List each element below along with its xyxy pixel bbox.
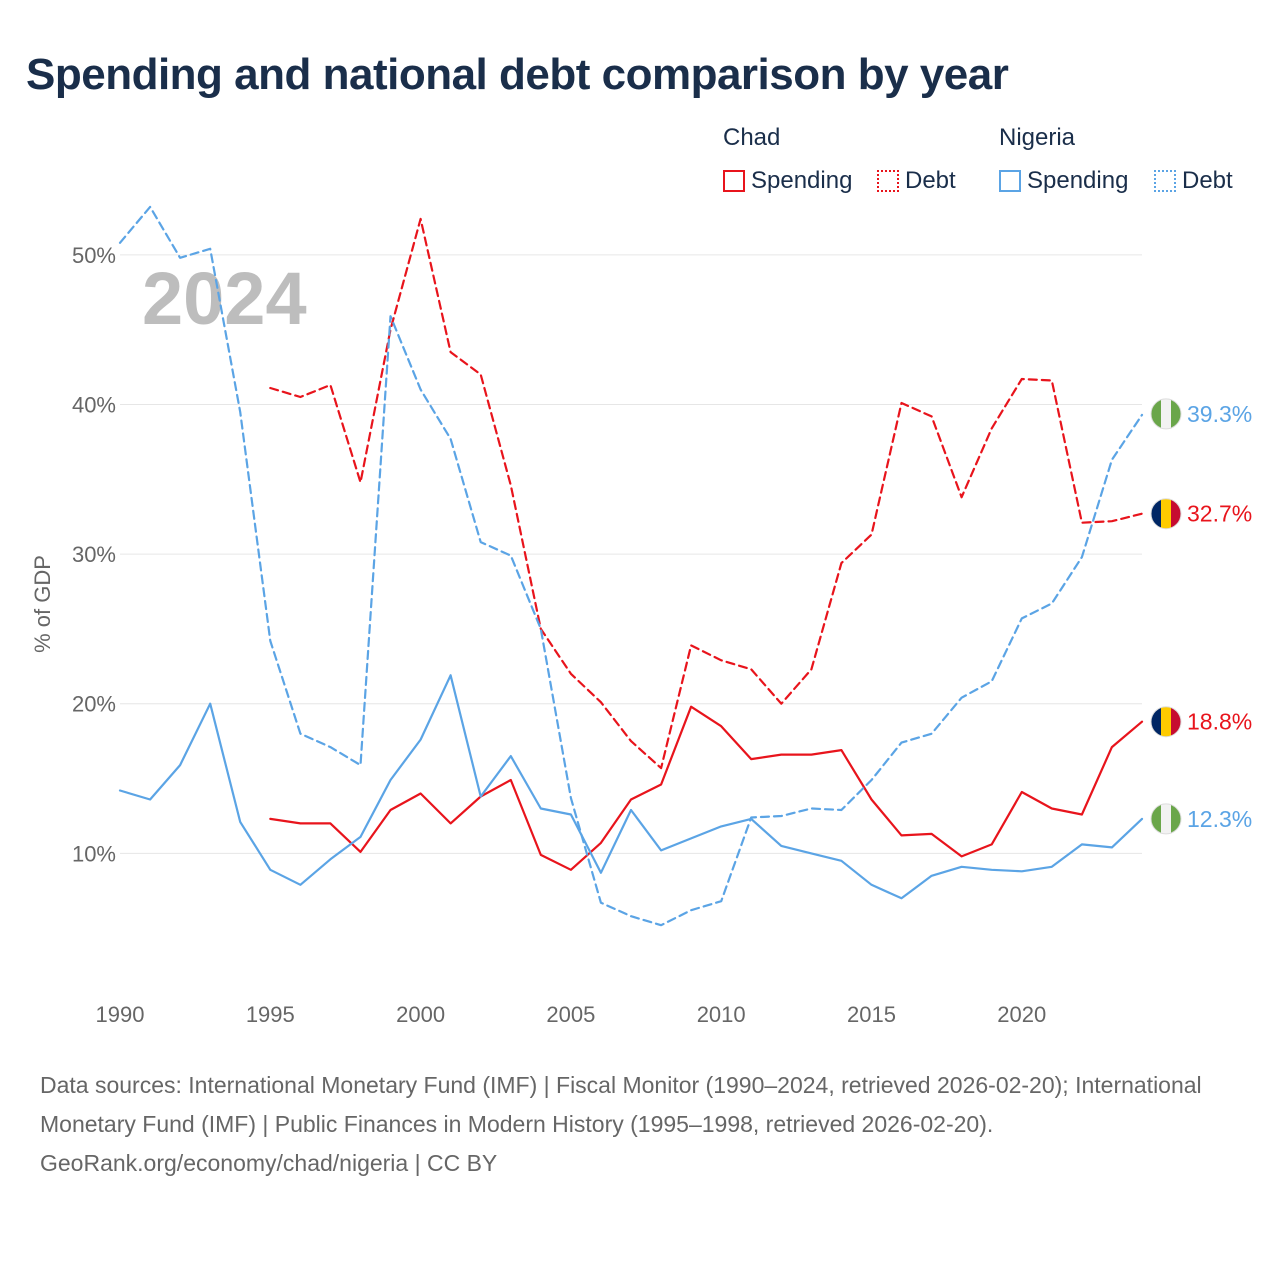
y-tick-label: 20%	[72, 692, 116, 717]
legend-swatch-solid-icon	[723, 170, 745, 192]
nigeria-flag-icon	[1150, 803, 1182, 835]
end-value-label: 32.7%	[1187, 501, 1252, 527]
y-tick-label: 10%	[72, 841, 116, 866]
legend-label: Spending	[1027, 167, 1129, 194]
x-tick-label: 2000	[396, 1002, 445, 1027]
legend-swatch-dotted-icon	[1154, 170, 1176, 192]
y-axis-label: % of GDP	[30, 555, 55, 653]
x-tick-label: 2005	[546, 1002, 595, 1027]
legend-label: Spending	[751, 167, 853, 194]
legend-swatch-solid-icon	[999, 170, 1021, 192]
chart-title: Spending and national debt comparison by…	[26, 50, 1009, 99]
chad-flag-icon	[1150, 498, 1182, 530]
y-tick-label: 40%	[72, 392, 116, 417]
legend-item-nigeria-debt[interactable]: Debt	[1154, 165, 1233, 197]
nigeria-flag-icon	[1150, 398, 1182, 430]
x-tick-label: 2015	[847, 1002, 896, 1027]
credit-link[interactable]: GeoRank.org/economy/chad/nigeria | CC BY	[40, 1150, 498, 1176]
series-line-chad-spending[interactable]	[269, 705, 1144, 871]
x-tick-label: 2020	[997, 1002, 1046, 1027]
year-watermark: 2024	[142, 257, 307, 340]
footer: Data sources: International Monetary Fun…	[40, 1066, 1240, 1183]
line-chart: 2024 10% 20% 30% 40% 50% 1990 1995 2000 2005 2010…	[30, 205, 1252, 1027]
legend-label: Debt	[1182, 167, 1233, 194]
legend-swatch-dotted-icon	[877, 170, 899, 192]
data-sources: Data sources: International Monetary Fun…	[40, 1072, 1202, 1137]
series-line-chad-debt[interactable]	[269, 217, 1144, 770]
legend-group-chad: Chad	[723, 124, 781, 151]
end-value-label: 12.3%	[1187, 806, 1252, 832]
legend-item-nigeria-spending[interactable]: Spending	[999, 165, 1128, 197]
x-tick-label: 2010	[697, 1002, 746, 1027]
y-tick-label: 30%	[72, 542, 116, 567]
chad-flag-icon	[1150, 706, 1182, 738]
x-tick-label: 1990	[96, 1002, 145, 1027]
end-value-label: 39.3%	[1187, 401, 1252, 427]
end-value-label: 18.8%	[1187, 709, 1252, 735]
legend-label: Debt	[905, 167, 956, 194]
legend-item-chad-spending[interactable]: Spending	[723, 165, 852, 197]
y-tick-label: 50%	[72, 243, 116, 268]
legend-group-nigeria: Nigeria	[999, 124, 1076, 151]
x-tick-label: 1995	[246, 1002, 295, 1027]
legend-item-chad-debt[interactable]: Debt	[877, 165, 956, 197]
series-line-nigeria-debt[interactable]	[118, 205, 1144, 927]
series-line-nigeria-spending[interactable]	[118, 674, 1144, 900]
